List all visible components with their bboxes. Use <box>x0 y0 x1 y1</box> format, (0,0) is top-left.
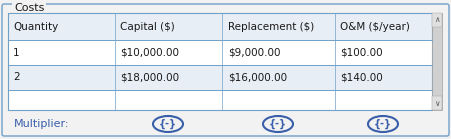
Text: 1: 1 <box>13 48 20 58</box>
Text: Replacement ($): Replacement ($) <box>228 22 314 32</box>
Text: 2: 2 <box>13 73 20 83</box>
Text: $9,000.00: $9,000.00 <box>228 48 281 58</box>
Text: ∧: ∧ <box>434 16 440 24</box>
Bar <box>8 13 432 110</box>
Bar <box>8 65 432 90</box>
Text: {-}: {-} <box>159 119 177 129</box>
Text: $100.00: $100.00 <box>340 48 382 58</box>
Text: ∨: ∨ <box>434 99 440 107</box>
Text: {-}: {-} <box>374 119 392 129</box>
Text: {-}: {-} <box>269 119 287 129</box>
Text: $140.00: $140.00 <box>340 73 383 83</box>
Bar <box>8 13 432 40</box>
Bar <box>8 40 432 65</box>
FancyBboxPatch shape <box>2 4 449 136</box>
Bar <box>432 13 442 27</box>
Text: $10,000.00: $10,000.00 <box>120 48 179 58</box>
Bar <box>8 90 432 110</box>
Bar <box>432 96 442 110</box>
Text: Quantity: Quantity <box>13 22 58 32</box>
Bar <box>432 13 442 110</box>
Text: O&M ($/year): O&M ($/year) <box>340 22 410 32</box>
Text: Multiplier:: Multiplier: <box>14 119 69 129</box>
Text: Capital ($): Capital ($) <box>120 22 175 32</box>
Text: $16,000.00: $16,000.00 <box>228 73 287 83</box>
Text: Costs: Costs <box>14 3 44 13</box>
Text: $18,000.00: $18,000.00 <box>120 73 179 83</box>
